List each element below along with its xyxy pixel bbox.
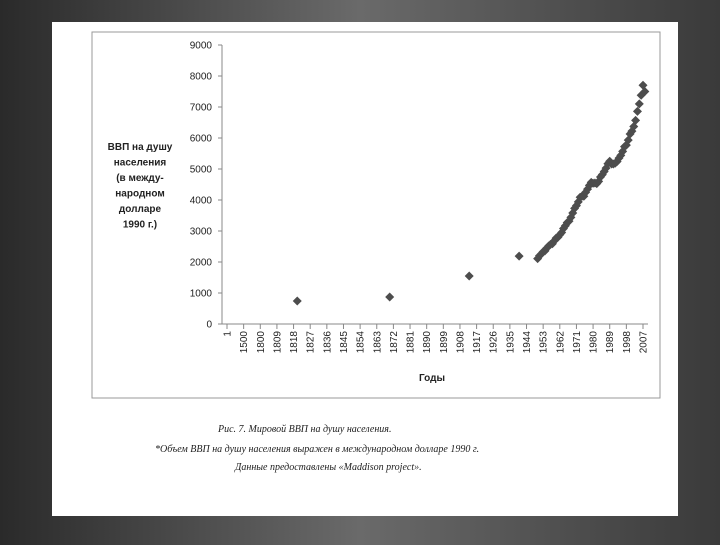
x-tick-label: 1818	[289, 331, 300, 354]
x-tick-label: 1845	[339, 331, 350, 354]
x-axis-title: Годы	[419, 373, 445, 384]
x-tick-label: 1836	[322, 331, 333, 354]
x-tick-label: 1809	[272, 331, 283, 354]
note: *Объем ВВП на душу населения выражен в м…	[155, 444, 479, 455]
point	[640, 87, 650, 96]
y-axis-title: населения	[114, 158, 167, 169]
point	[634, 99, 644, 109]
x-tick-label: 1917	[472, 331, 483, 354]
point	[627, 126, 637, 136]
x-tick-label: 1953	[539, 331, 550, 354]
y-axis-title: 1990 г.)	[123, 220, 157, 231]
x-tick-label: 1881	[406, 331, 417, 354]
point	[514, 251, 524, 261]
y-tick-label: 1000	[190, 289, 213, 300]
point	[292, 296, 302, 306]
point	[464, 271, 474, 281]
point	[632, 106, 642, 116]
point	[385, 292, 395, 302]
y-tick-label: 7000	[190, 103, 213, 114]
y-axis-title: народном	[115, 189, 164, 200]
x-tick-label: 1989	[605, 331, 616, 354]
x-tick-label: 2007	[639, 331, 650, 354]
y-tick-label: 6000	[190, 134, 213, 145]
x-tick-label: 1827	[306, 331, 317, 354]
y-tick-label: 3000	[190, 227, 213, 238]
y-tick-label: 9000	[190, 41, 213, 52]
y-axis-title: долларе	[119, 204, 162, 215]
y-axis-title: (в между-	[116, 173, 164, 184]
x-tick-label: 1899	[439, 331, 450, 354]
x-tick-label: 1962	[555, 331, 566, 354]
y-tick-label: 0	[206, 320, 212, 331]
x-tick-label: 1926	[489, 331, 500, 354]
x-tick-label: 1800	[256, 331, 267, 354]
x-tick-label: 1980	[589, 331, 600, 354]
y-tick-label: 5000	[190, 165, 213, 176]
x-tick-label: 1	[223, 331, 234, 337]
chart-frame	[91, 31, 661, 399]
y-tick-label: 8000	[190, 72, 213, 83]
y-tick-label: 2000	[190, 258, 213, 269]
y-tick-label: 4000	[190, 196, 213, 207]
point	[631, 115, 641, 125]
x-tick-label: 1944	[522, 331, 533, 354]
x-tick-label: 1998	[622, 331, 633, 354]
x-tick-label: 1872	[389, 331, 400, 354]
x-tick-label: 1500	[239, 331, 250, 354]
x-tick-label: 1971	[572, 331, 583, 354]
x-tick-label: 1854	[356, 331, 367, 354]
x-tick-label: 1890	[422, 331, 433, 354]
x-tick-label: 1908	[455, 331, 466, 354]
note: Данные предоставлены «Maddison project».	[234, 462, 422, 473]
y-axis-title: ВВП на душу	[108, 142, 173, 153]
caption: Рис. 7. Мировой ВВП на душу населения.	[217, 424, 391, 435]
x-tick-label: 1935	[505, 331, 516, 354]
x-tick-label: 1863	[372, 331, 383, 354]
